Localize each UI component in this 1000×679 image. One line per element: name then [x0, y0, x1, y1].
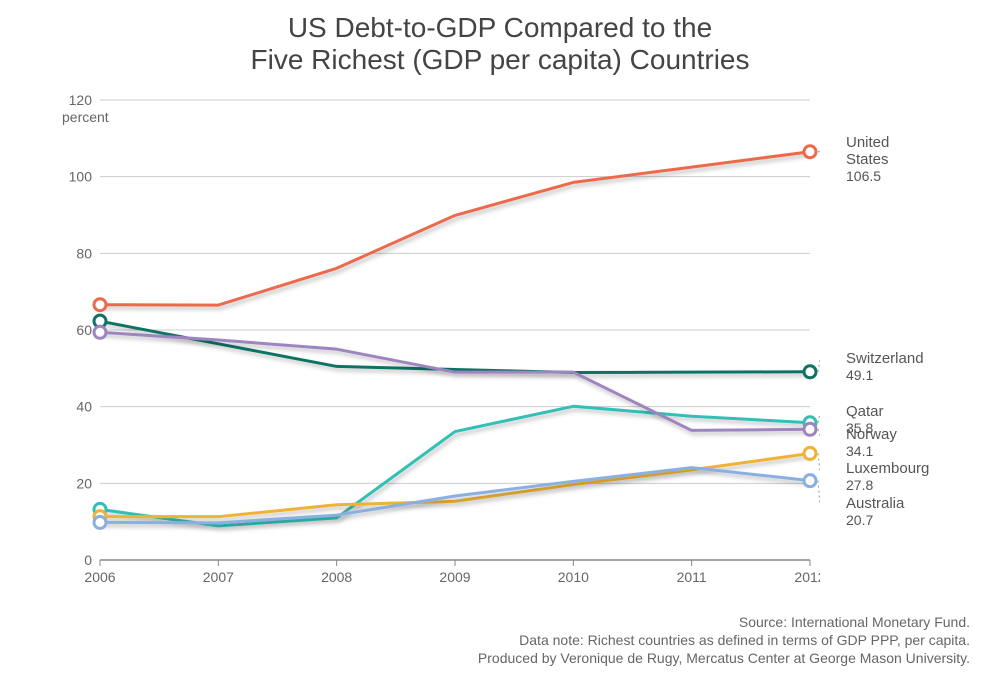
x-tick-label: 2010 [558, 569, 589, 585]
y-tick-label: 100 [69, 169, 93, 185]
series-label-name: Norway [846, 426, 897, 443]
x-tick-label: 2008 [321, 569, 352, 585]
series-label-name: Luxembourg [846, 460, 929, 477]
series-label: Switzerland49.1 [846, 350, 924, 384]
series-line [100, 321, 810, 372]
x-tick-label: 2006 [84, 569, 115, 585]
series-leader-line [818, 429, 820, 436]
series-label-value: 27.8 [846, 477, 929, 494]
series-line [100, 406, 810, 526]
series-start-marker [94, 299, 106, 311]
footer-source: Source: International Monetary Fund. [478, 613, 970, 631]
footer-credit: Produced by Veronique de Rugy, Mercatus … [478, 649, 970, 667]
chart-title-line1: US Debt-to-GDP Compared to the [288, 12, 712, 43]
series-label-value: 106.5 [846, 168, 889, 185]
y-tick-label: 80 [76, 245, 92, 261]
series-line [100, 453, 810, 516]
chart-container: US Debt-to-GDP Compared to the Five Rich… [0, 0, 1000, 679]
series-label-name: UnitedStates [846, 134, 889, 168]
series-label-value: 34.1 [846, 443, 897, 460]
series-leader-line [818, 453, 820, 470]
x-tick-label: 2011 [677, 569, 707, 585]
y-axis-unit: percent [62, 109, 109, 125]
series-end-marker [804, 447, 816, 459]
series-label-value: 20.7 [846, 512, 904, 529]
series-label: Luxembourg27.8 [846, 460, 929, 494]
chart-plot: 0 20 40 60 80 100 120percent 2006 2007 2008 2009 20… [60, 90, 820, 590]
series-end-marker [804, 146, 816, 158]
series-start-marker [94, 326, 106, 338]
series-line [100, 468, 810, 523]
chart-footer: Source: International Monetary Fund. Dat… [478, 613, 970, 667]
y-tick-label: 120 [69, 92, 93, 108]
series-leader-line [818, 413, 820, 423]
x-tick-label: 2007 [203, 569, 234, 585]
y-tick-label: 0 [84, 552, 92, 568]
series-label-name: Australia [846, 495, 904, 512]
series-label: Australia20.7 [846, 495, 904, 529]
chart-title-line2: Five Richest (GDP per capita) Countries [251, 44, 750, 75]
series-end-marker [804, 475, 816, 487]
series-start-marker [94, 516, 106, 528]
series-label-name: Qatar [846, 403, 884, 420]
series-label-value: 49.1 [846, 367, 924, 384]
y-tick-label: 20 [76, 475, 92, 491]
x-tick-label: 2009 [439, 569, 470, 585]
series-leader-line [818, 481, 820, 505]
series-label: Norway34.1 [846, 426, 897, 460]
series-label-name: Switzerland [846, 350, 924, 367]
chart-title: US Debt-to-GDP Compared to the Five Rich… [0, 12, 1000, 76]
footer-note: Data note: Richest countries as defined … [478, 631, 970, 649]
series-end-marker [804, 423, 816, 435]
x-tick-label: 2012 [794, 569, 820, 585]
y-tick-label: 40 [76, 399, 92, 415]
series-labels: UnitedStates106.5Switzerland49.1Qatar35.… [828, 90, 998, 590]
series-label: UnitedStates106.5 [846, 134, 889, 185]
series-leader-line [818, 360, 820, 372]
series-end-marker [804, 366, 816, 378]
series-line [100, 152, 810, 305]
y-tick-label: 60 [76, 322, 92, 338]
